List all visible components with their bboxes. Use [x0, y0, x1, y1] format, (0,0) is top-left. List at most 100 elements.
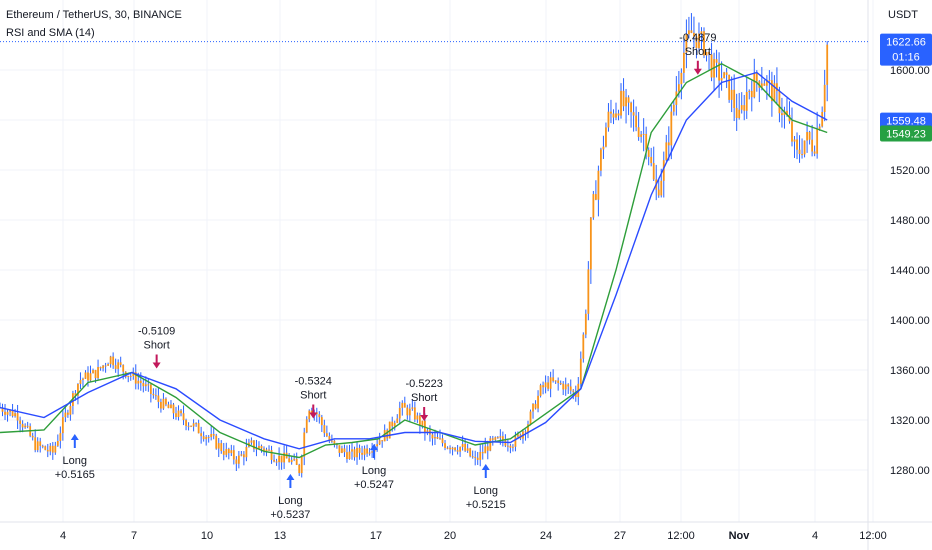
candle-body [187, 425, 190, 427]
candle-body [728, 74, 731, 100]
candle-body [745, 92, 748, 111]
candle-body [456, 450, 459, 452]
ma-slow-line [0, 71, 828, 450]
candle-body [102, 365, 104, 369]
candle-body [348, 451, 351, 460]
signal-value: +0.5215 [466, 499, 506, 511]
candle-body [190, 425, 192, 427]
candle-body [227, 448, 230, 454]
signal-label: Short [685, 46, 711, 58]
candle-body [635, 115, 638, 128]
candle-body [82, 378, 84, 381]
candle-body [26, 425, 29, 427]
candle-body [418, 415, 421, 426]
short-arrow [693, 60, 702, 75]
candle-body [36, 441, 39, 451]
candle-body [554, 380, 557, 382]
candle-body [361, 452, 363, 455]
candle-body [730, 89, 733, 100]
candle-body [489, 438, 492, 451]
candle-body [39, 441, 42, 446]
candle-body [512, 446, 514, 448]
x-tick-label: 4 [812, 530, 818, 542]
candle-body [770, 80, 773, 102]
signal-value: +0.5237 [270, 509, 310, 521]
candle-body [323, 425, 326, 434]
indicator-title: RSI and SMA (14) [6, 27, 95, 39]
candle-body [821, 111, 824, 127]
candle-body [283, 452, 286, 463]
candle-body [592, 194, 595, 218]
candle-body [61, 417, 64, 434]
candle-body [154, 395, 157, 397]
candle-body [650, 156, 653, 164]
candle-body [617, 113, 620, 116]
candle-body [544, 382, 547, 388]
candle-body [132, 372, 135, 377]
signal-label: Long [63, 455, 87, 467]
candle-body [494, 437, 497, 440]
candle-body [476, 457, 479, 460]
candle-body [622, 90, 625, 107]
candle-body [459, 447, 462, 452]
candle-body [612, 113, 615, 118]
candle-body [341, 448, 343, 453]
candle-body [411, 407, 414, 409]
candle-body [66, 412, 69, 415]
candle-body [441, 438, 444, 444]
ma-fast-line [0, 63, 828, 459]
candle-body [157, 395, 160, 402]
candle-body [464, 443, 467, 451]
candle-body [358, 447, 361, 453]
signals: Long +0.5165 Short -0.5109 Long +0.5237 Short -… [55, 32, 717, 521]
candle-body [738, 109, 741, 118]
y-unit-label: USDT [888, 9, 918, 21]
candle-body [755, 72, 758, 82]
candle-body [537, 395, 539, 409]
signal-value: -0.5109 [138, 326, 175, 338]
candle-body [630, 102, 632, 113]
candle-body [610, 111, 612, 114]
candle-body [333, 440, 336, 444]
candle-body [230, 450, 233, 454]
candle-body [185, 420, 187, 426]
candle-body [499, 436, 502, 438]
x-tick-label: 24 [540, 530, 552, 542]
candle-body [597, 170, 600, 200]
candle-body [740, 105, 743, 110]
signal-label: Short [411, 392, 437, 404]
candle-body [750, 90, 753, 98]
x-tick-label: 12:00 [859, 530, 887, 542]
candle-body [768, 79, 771, 81]
candle-body [79, 380, 82, 384]
candle-body [506, 445, 509, 447]
candle-body [175, 413, 177, 418]
candle-body [705, 51, 708, 56]
candle-body [41, 445, 44, 447]
candle-body [205, 437, 208, 440]
candle-body [127, 375, 130, 377]
candle-body [16, 413, 19, 421]
candle-body [562, 383, 565, 390]
candle-body [152, 393, 155, 396]
candle-body [569, 386, 572, 391]
candle-body [170, 404, 172, 409]
candle-body [471, 456, 474, 458]
candle-body [162, 398, 165, 409]
candle-body [527, 424, 529, 433]
long-arrow [286, 474, 295, 488]
candle-body [748, 90, 751, 93]
candle-body [584, 313, 587, 335]
candle-body [426, 430, 429, 433]
x-tick-label: 10 [201, 530, 213, 542]
candle-body [823, 84, 826, 112]
candle-body [84, 372, 87, 379]
candle-body [182, 413, 185, 421]
candle-body [811, 139, 814, 152]
candle-body [195, 423, 198, 425]
candle-body [258, 445, 260, 449]
candle-body [305, 419, 308, 433]
candle-body [524, 431, 527, 433]
